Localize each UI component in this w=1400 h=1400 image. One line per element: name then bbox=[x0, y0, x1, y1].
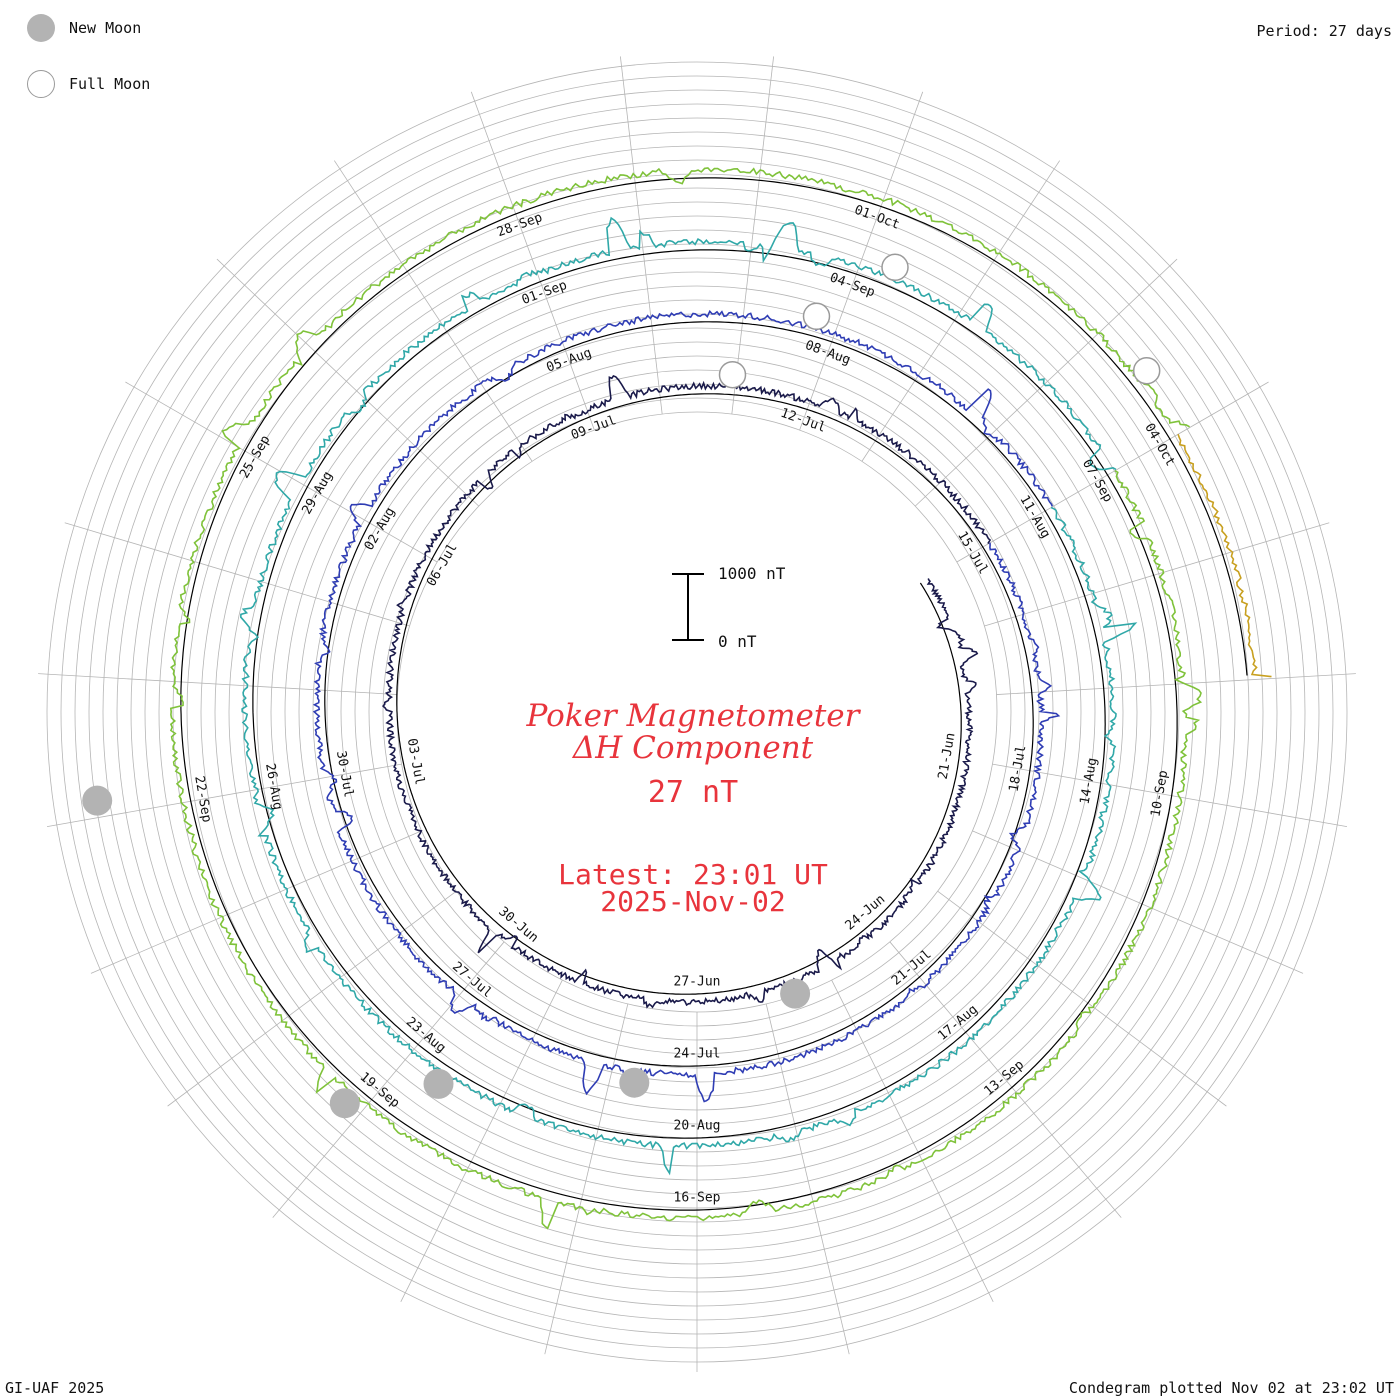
day-spoke bbox=[544, 1003, 629, 1355]
day-spoke bbox=[956, 381, 1269, 563]
date-label: 24-Jul bbox=[674, 1047, 721, 1062]
data-traces bbox=[169, 167, 1272, 1230]
full-moon-marker bbox=[718, 360, 747, 389]
date-label: 04-Oct bbox=[1141, 421, 1177, 469]
legend-new-moon: New Moon bbox=[27, 14, 141, 42]
day-spoke bbox=[38, 673, 398, 695]
day-spoke bbox=[914, 258, 1178, 507]
date-label: 25-Sep bbox=[237, 433, 274, 481]
day-spoke bbox=[996, 673, 1356, 695]
day-spokes bbox=[38, 56, 1356, 1372]
trace-cycle-1 bbox=[381, 375, 992, 1009]
day-spoke bbox=[167, 890, 457, 1107]
new-moon-marker bbox=[82, 785, 113, 816]
date-label: 16-Sep bbox=[674, 1191, 721, 1206]
date-label: 20-Aug bbox=[674, 1119, 721, 1134]
baseline-spiral bbox=[180, 177, 1248, 1211]
day-spoke bbox=[400, 979, 563, 1302]
day-spoke bbox=[972, 830, 1304, 974]
date-label: 01-Sep bbox=[520, 278, 569, 308]
legend-full-moon: Full Moon bbox=[27, 70, 150, 98]
date-label: 04-Sep bbox=[828, 270, 877, 300]
trace-cycle-3 bbox=[239, 216, 1138, 1176]
day-spoke bbox=[984, 522, 1330, 627]
day-spoke bbox=[470, 91, 595, 431]
scale-bottom-label: 0 nT bbox=[718, 632, 757, 651]
day-spoke bbox=[731, 56, 775, 415]
scale-top-label: 1000 nT bbox=[718, 564, 786, 583]
date-label: 28-Sep bbox=[495, 210, 544, 240]
full-moon-marker bbox=[802, 302, 831, 331]
date-label: 11-Aug bbox=[1016, 493, 1052, 541]
day-spoke bbox=[216, 258, 480, 507]
legend-full-moon-label: Full Moon bbox=[69, 75, 151, 93]
day-spoke bbox=[992, 763, 1348, 828]
new-moon-marker bbox=[329, 1088, 360, 1119]
moon-markers bbox=[82, 253, 1161, 1119]
date-label: 21-Jul bbox=[889, 947, 935, 989]
day-spoke bbox=[619, 56, 663, 415]
day-spoke bbox=[889, 941, 1122, 1218]
date-label: 09-Jul bbox=[569, 413, 618, 443]
day-spoke bbox=[333, 160, 533, 462]
full-moon-marker bbox=[1132, 356, 1161, 385]
legend-new-moon-label: New Moon bbox=[69, 19, 142, 37]
new-moon-marker bbox=[619, 1067, 650, 1098]
day-spoke bbox=[46, 763, 402, 828]
full-moon-marker bbox=[881, 253, 909, 282]
day-spoke bbox=[861, 160, 1061, 462]
date-label: 02-Aug bbox=[362, 505, 398, 553]
day-spoke bbox=[831, 979, 994, 1302]
chart-title-line1: Poker Magnetometer bbox=[526, 698, 860, 734]
scale-value: 27 nT bbox=[647, 775, 739, 810]
new-moon-icon bbox=[27, 14, 55, 42]
new-moon-marker bbox=[780, 978, 811, 1009]
day-spoke bbox=[937, 890, 1227, 1107]
day-spoke bbox=[272, 941, 505, 1218]
day-spoke bbox=[64, 522, 410, 627]
new-moon-marker bbox=[423, 1068, 454, 1099]
footer-plotted: Condegram plotted Nov 02 at 23:02 UT bbox=[1068, 1379, 1394, 1397]
day-spoke bbox=[765, 1003, 850, 1355]
trace-cycle-5 bbox=[1177, 433, 1272, 678]
day-spoke bbox=[799, 91, 924, 431]
latest-date: 2025-Nov-02 bbox=[600, 885, 786, 918]
day-spoke bbox=[90, 830, 422, 974]
period-label: Period: 27 days bbox=[1256, 22, 1392, 40]
date-label: 27-Jun bbox=[674, 975, 721, 990]
date-label: 15-Jul bbox=[954, 529, 990, 577]
trace-cycle-2 bbox=[312, 309, 1061, 1103]
footer-credit: GI-UAF 2025 bbox=[5, 1379, 105, 1397]
chart-title-line2: ΔH Component bbox=[572, 730, 814, 766]
scale-bar: 1000 nT 0 nT bbox=[672, 564, 786, 651]
full-moon-icon bbox=[27, 70, 55, 98]
trace-cycle-4 bbox=[169, 167, 1203, 1230]
latest-time: Latest: 23:01 UT bbox=[558, 858, 828, 891]
